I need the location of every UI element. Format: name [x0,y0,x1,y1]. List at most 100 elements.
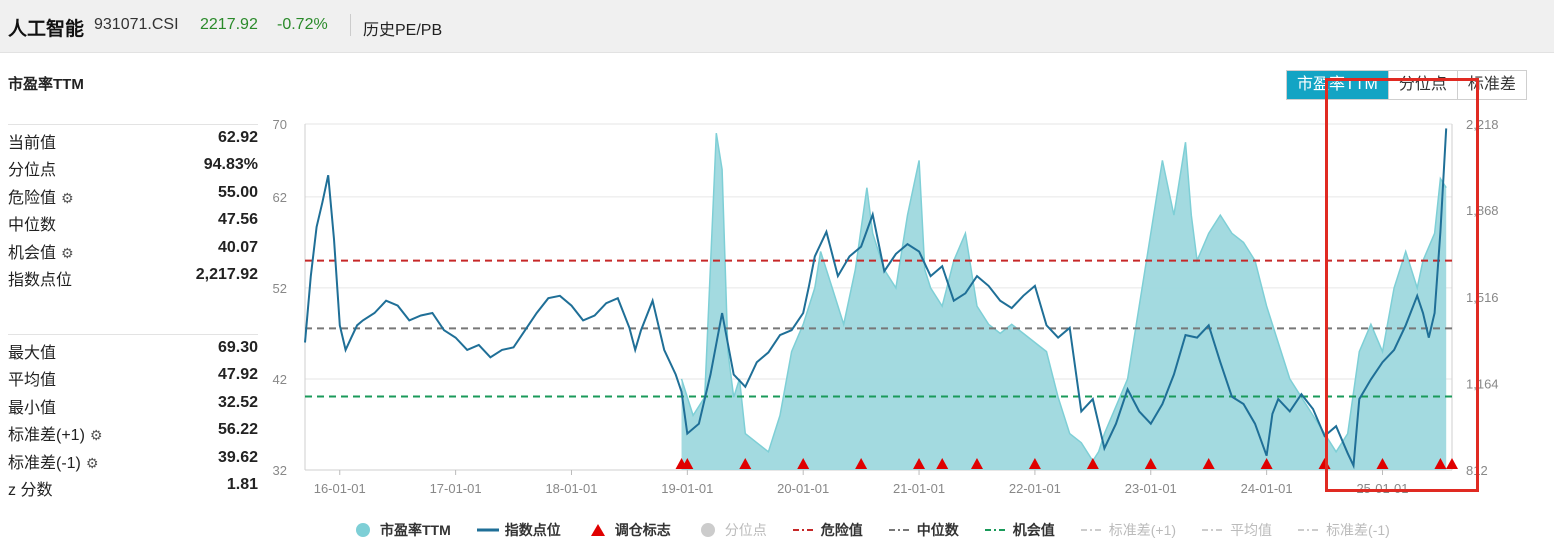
stat-label-text: 中位数 [8,217,57,235]
legend-label: 中位数 [916,522,959,538]
stat-row: 最大值 69.30 [8,335,258,362]
rebalance-marker [1144,458,1157,469]
gear-icon[interactable]: ⚙ [61,244,74,261]
legend-item[interactable]: 中位数 [888,520,959,540]
legend-label: 指数点位 [504,522,561,538]
gear-icon[interactable]: ⚙ [85,454,99,471]
legend-label: 机会值 [1012,522,1055,538]
rebalance-marker [855,458,868,469]
stat-row: 标准差(+1) ⚙ 56.22 [8,417,258,444]
header-divider [350,14,351,36]
stat-label: 中位数 [8,211,56,235]
index-price: 2217.92 [200,16,258,33]
y-left-tick-label: 62 [273,190,287,205]
legend-item[interactable]: 市盈率TTM [352,520,451,540]
index-line [304,128,1448,470]
index-header: 人工智能 931071.CSI 2217.92 -0.72% 历史PE/PB [0,0,1554,53]
x-tick-label: 24-01-01 [1241,481,1293,496]
legend-triangle-icon [587,523,609,537]
stat-label: 平均值 [8,366,56,390]
rebalance-marker [797,458,810,469]
legend-item[interactable]: 调仓标志 [587,520,671,540]
stat-row: 分位点 94.83% [8,152,258,179]
rebalance-marker [970,458,983,469]
legend-dash-icon [984,523,1007,537]
y-left-tick-label: 32 [273,463,287,478]
legend-label: 危险值 [820,522,863,538]
stat-row: z 分数 1.81 [8,472,258,499]
metric-title: 市盈率TTM [8,76,84,93]
stat-label: 当前值 [8,129,56,153]
stat-label: 分位点 [8,156,56,180]
stat-value: 69.30 [217,339,258,356]
x-tick-label: 25-01-01 [1356,481,1408,496]
y-right-tick-label: 1,516 [1466,290,1499,305]
legend-dash-icon [792,523,815,537]
legend-item[interactable]: 机会值 [984,520,1055,540]
stat-row: 指数点位 2,217.92 [8,262,258,289]
stat-label: 危险值 ⚙ [8,184,74,208]
y-right-tick-label: 1,868 [1466,203,1499,218]
y-right-tick-label: 2,218 [1466,117,1499,132]
x-tick-label: 20-01-01 [777,481,829,496]
stat-value: 62.92 [217,129,258,146]
stat-value: 39.62 [217,448,258,466]
stat-label-text: 标准差(-1) [8,454,81,472]
x-tick-label: 22-01-01 [1009,481,1061,496]
legend-item[interactable]: 平均值 [1202,520,1272,540]
stat-value: 2,217.92 [195,265,258,283]
stat-row: 当前值 62.92 [8,125,258,152]
x-tick-label: 19-01-01 [661,481,713,496]
stat-row: 机会值 ⚙ 40.07 [8,235,258,262]
stat-value: 55.00 [217,183,258,201]
rebalance-marker [681,458,694,469]
stat-row: 平均值 47.92 [8,362,258,389]
legend-item[interactable]: 标准差(+1) [1080,520,1177,540]
index-name: 人工智能 [8,19,85,40]
stat-label-text: 危险值 [8,189,57,207]
rebalance-marker [1028,458,1041,469]
legend-line-icon [476,523,499,537]
rebalance-marker [913,458,926,469]
legend-dash-icon [1080,523,1103,537]
stat-label: 机会值 ⚙ [8,239,74,263]
stat-row: 标准差(-1) ⚙ 39.62 [8,445,258,472]
stat-value: 56.22 [217,421,258,439]
gear-icon[interactable]: ⚙ [89,427,103,444]
legend-item[interactable]: 危险值 [792,520,863,540]
legend-item[interactable]: 指数点位 [476,520,561,540]
legend-item[interactable]: 标准差(-1) [1298,520,1390,540]
legend-label: 标准差(-1) [1326,522,1390,538]
index-change: -0.72% [277,16,328,33]
tab-std-dev[interactable]: 标准差 [1456,71,1526,99]
stat-value: 47.56 [217,211,258,229]
metric-tab-group: 市盈率TTM 分位点 标准差 [1286,70,1527,100]
legend-label: 市盈率TTM [380,522,451,538]
rebalance-marker [1434,458,1447,469]
gear-icon[interactable]: ⚙ [61,189,74,206]
legend-label: 分位点 [724,522,767,538]
y-left-tick-label: 52 [273,281,287,296]
stat-label: 标准差(+1) ⚙ [8,421,102,445]
legend-item[interactable]: 分位点 [697,520,767,540]
stat-label: 标准差(-1) ⚙ [8,449,98,473]
stat-value: 47.92 [217,366,258,384]
history-pe-pb-link[interactable]: 历史PE/PB [363,22,443,39]
stat-label-text: 标准差(+1) [8,427,85,445]
legend-dash-icon [1298,523,1321,537]
stat-label-text: 分位点 [8,162,57,180]
legend-label: 平均值 [1230,522,1273,538]
pe-area [681,133,1447,470]
stats-panel-top: 当前值 62.92 分位点 94.83% 危险值 ⚙ 55.00 中位数 47.56 机会值 ⚙ 40… [8,124,258,289]
stat-row: 最小值 32.52 [8,390,258,417]
legend-label: 标准差(+1) [1108,522,1177,538]
legend-dot-icon [352,523,374,537]
stat-label-text: 最小值 [8,399,57,417]
stat-label: 指数点位 [8,266,72,290]
rebalance-marker [1260,458,1273,469]
rebalance-marker [936,458,949,469]
y-left-tick-label: 42 [273,372,287,387]
stat-label-text: 最大值 [8,345,57,362]
stat-label-text: 当前值 [8,135,57,152]
